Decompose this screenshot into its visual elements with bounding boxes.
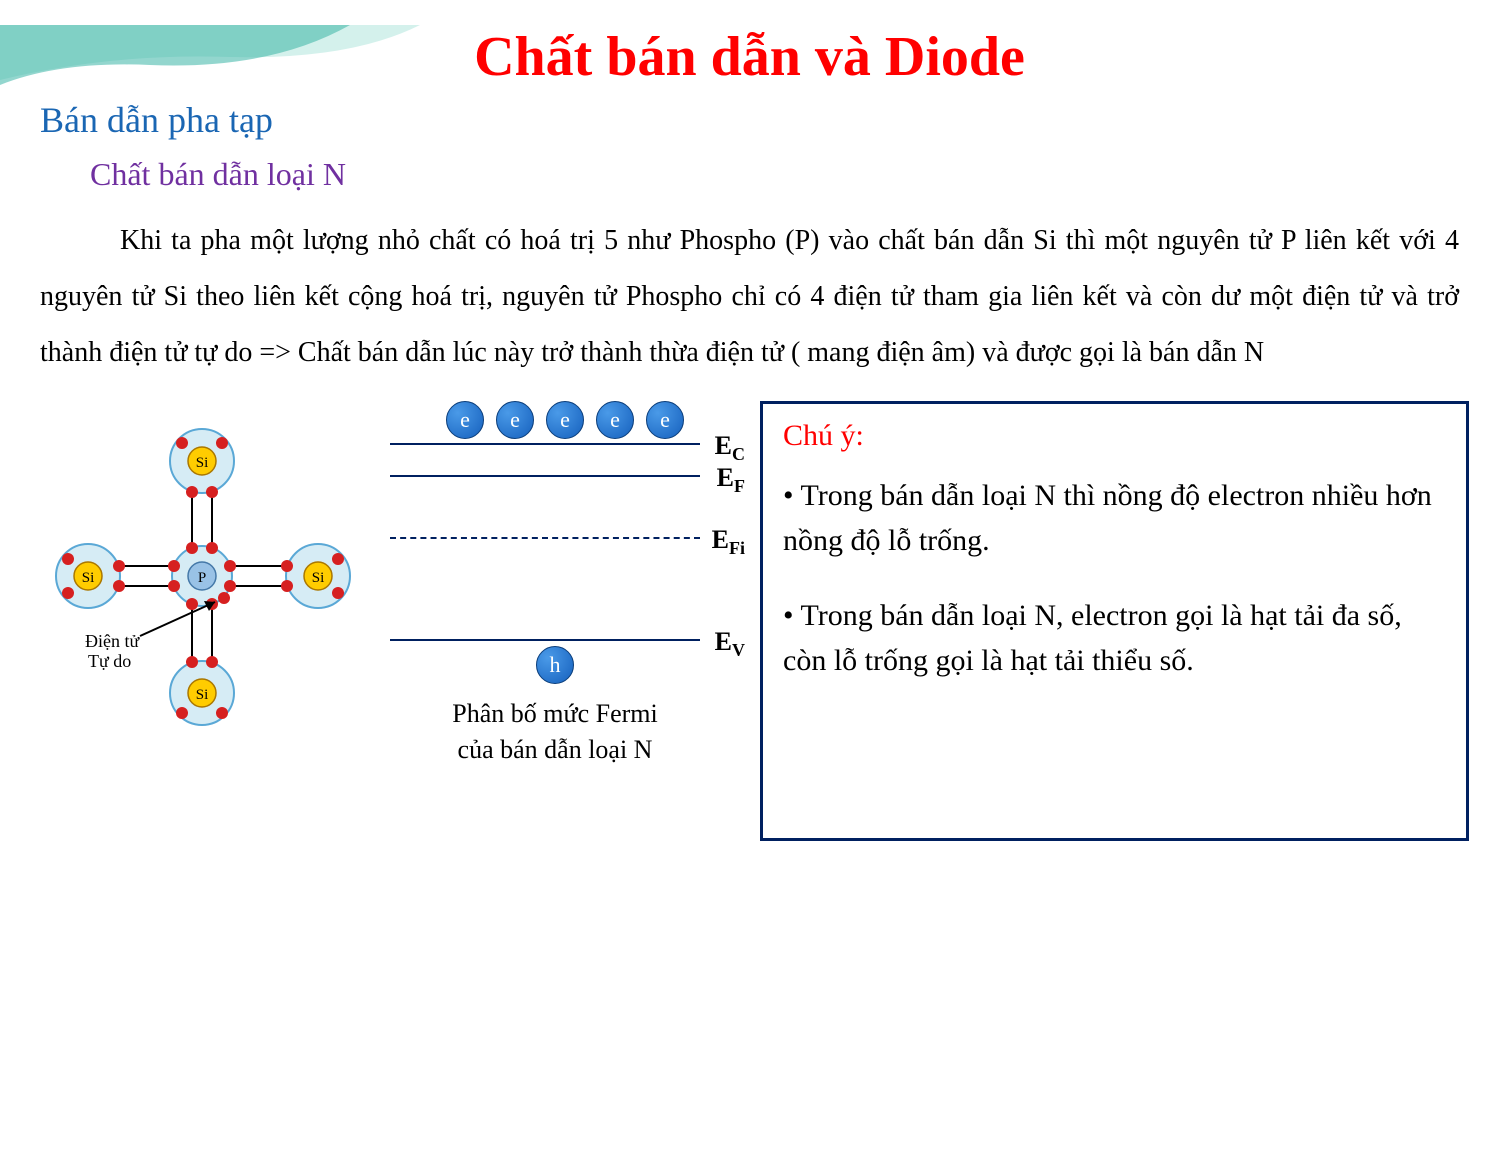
- svg-text:P: P: [198, 570, 206, 586]
- atom-structure-diagram: Si Si Si: [30, 401, 360, 761]
- subsection-heading: Chất bán dẫn loại N: [90, 156, 1499, 193]
- section-heading: Bán dẫn pha tạp: [40, 99, 1499, 141]
- free-electron-label: Điện tử: [85, 631, 140, 651]
- fermi-level-diagram: e e e e e EC EF EFi EV h Phân bố mức Fer…: [380, 401, 730, 769]
- si-atom-right: Si: [281, 544, 350, 608]
- electron-icon: e: [496, 401, 534, 439]
- electron-icon: e: [596, 401, 634, 439]
- energy-level-efi: EFi: [390, 537, 700, 539]
- electron-icon: e: [646, 401, 684, 439]
- electron-row: e e e e e: [400, 401, 730, 439]
- svg-text:Si: Si: [196, 455, 209, 471]
- svg-text:Si: Si: [312, 570, 325, 586]
- free-electron-dot: [218, 592, 230, 604]
- si-atom-left: Si: [56, 544, 125, 608]
- hole-icon: h: [536, 646, 574, 684]
- diagram-row: Si Si Si: [0, 401, 1499, 841]
- electron-icon: e: [546, 401, 584, 439]
- energy-level-ec: EC: [390, 443, 700, 445]
- si-atom-bottom: Si: [170, 656, 234, 725]
- svg-text:Tự do: Tự do: [88, 651, 131, 671]
- si-atom-top: Si: [170, 429, 234, 498]
- note-item: • Trong bán dẫn loại N thì nồng độ elect…: [783, 473, 1446, 563]
- note-item: • Trong bán dẫn loại N, electron gọi là …: [783, 593, 1446, 683]
- p-atom-center: P: [168, 542, 236, 610]
- svg-text:Si: Si: [196, 687, 209, 703]
- electron-icon: e: [446, 401, 484, 439]
- energy-level-ev: EV: [390, 639, 700, 641]
- energy-level-ef: EF: [390, 475, 700, 477]
- note-title: Chú ý:: [783, 419, 1446, 453]
- body-paragraph: Khi ta pha một lượng nhỏ chất có hoá trị…: [40, 213, 1459, 381]
- note-box: Chú ý: • Trong bán dẫn loại N thì nồng đ…: [760, 401, 1469, 841]
- svg-text:Si: Si: [82, 570, 95, 586]
- fermi-caption: Phân bố mức Fermi của bán dẫn loại N: [380, 696, 730, 769]
- slide-title: Chất bán dẫn và Diode: [0, 25, 1499, 89]
